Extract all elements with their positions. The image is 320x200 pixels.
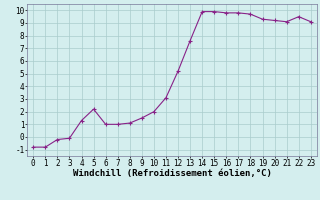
X-axis label: Windchill (Refroidissement éolien,°C): Windchill (Refroidissement éolien,°C) — [73, 169, 271, 178]
